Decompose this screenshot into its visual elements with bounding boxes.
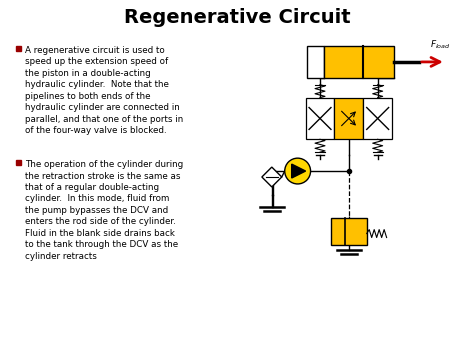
Bar <box>325 46 394 78</box>
Polygon shape <box>292 164 306 178</box>
Bar <box>16 160 21 165</box>
Bar <box>307 46 325 78</box>
Bar <box>306 98 335 139</box>
Bar <box>16 45 21 50</box>
Text: Regenerative Circuit: Regenerative Circuit <box>124 8 350 27</box>
Text: $F_{load}$: $F_{load}$ <box>430 38 451 51</box>
Text: A regenerative circuit is used to
speed up the extension speed of
the piston in : A regenerative circuit is used to speed … <box>25 46 183 135</box>
Bar <box>363 98 392 139</box>
Bar <box>331 218 367 245</box>
Text: The operation of the cylinder during
the retraction stroke is the same as
that o: The operation of the cylinder during the… <box>25 160 183 261</box>
Polygon shape <box>262 167 282 187</box>
Bar <box>335 98 363 139</box>
Circle shape <box>285 158 310 184</box>
